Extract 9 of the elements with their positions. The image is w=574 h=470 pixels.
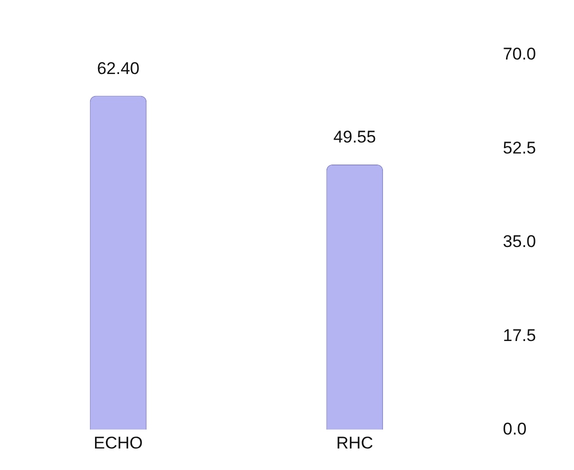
x-tick-label: ECHO <box>94 434 143 453</box>
y-tick-label: 17.5 <box>502 326 536 345</box>
y-tick-label: 70.0 <box>502 44 536 64</box>
data-label: 62.40 <box>96 58 140 78</box>
data-label: 49.55 <box>333 128 376 147</box>
y-tick-label: 0.0 <box>502 419 527 438</box>
y-tick-label: 35.0 <box>502 232 536 252</box>
y-tick-label: 52.5 <box>502 138 536 158</box>
x-tick-label: RHC <box>336 434 374 453</box>
